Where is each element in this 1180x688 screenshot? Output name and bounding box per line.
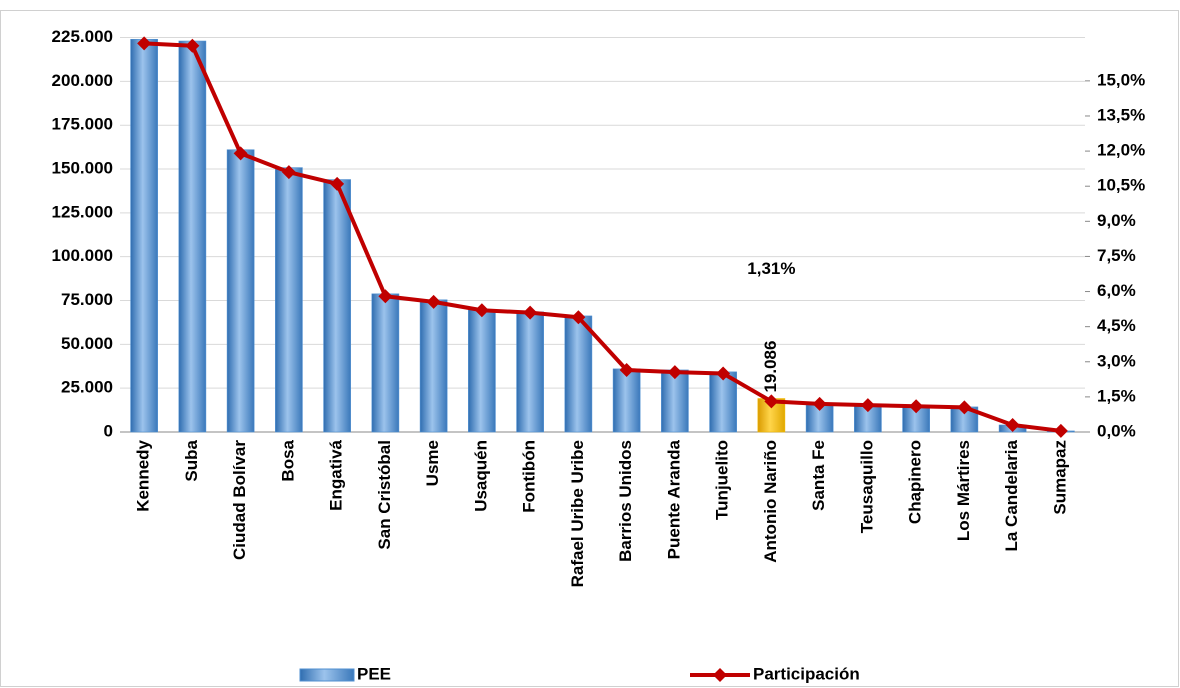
bar [371, 293, 400, 433]
line-marker [812, 396, 827, 411]
bar [612, 368, 641, 433]
y2-tick-label: 13,5% [1097, 105, 1145, 124]
line-marker [667, 365, 682, 380]
x-tick-label: Usaquén [471, 440, 490, 512]
line-marker [426, 294, 441, 309]
line-marker [330, 176, 345, 191]
line-value-label: 1,31% [747, 259, 795, 278]
line-marker [716, 366, 731, 381]
bar [468, 309, 496, 433]
legend-marker [713, 668, 727, 682]
line-marker [523, 305, 538, 320]
x-tick-label: Suba [182, 439, 201, 481]
bar [226, 149, 255, 433]
bar [564, 315, 593, 433]
line-marker [185, 38, 200, 53]
bar [275, 167, 303, 433]
y2-tick-label: 4,5% [1097, 316, 1136, 335]
line-marker [1053, 423, 1068, 438]
y-tick-label: 100.000 [52, 246, 113, 265]
x-tick-label: Barrios Unidos [616, 440, 635, 562]
line-marker [957, 400, 972, 415]
line [144, 41, 1062, 433]
legend-label: Participación [753, 664, 860, 683]
x-tick-label: San Cristóbal [375, 440, 394, 550]
y-tick-label: 200.000 [52, 71, 113, 90]
x-tick-label: Usme [423, 440, 442, 486]
y-tick-label: 125.000 [52, 202, 113, 221]
y2-tick-label: 6,0% [1097, 281, 1136, 300]
x-tick-label: Santa Fe [809, 440, 828, 511]
y2-tick-label: 15,0% [1097, 70, 1145, 89]
line-marker [474, 303, 489, 318]
bar [130, 38, 158, 433]
line-marker [1005, 417, 1020, 432]
bar [661, 369, 689, 433]
y2-tick-label: 0,0% [1097, 421, 1136, 440]
line-marker [233, 146, 248, 161]
bar [516, 311, 544, 433]
y2-tick-label: 1,5% [1097, 386, 1136, 405]
bar-value-label: 19.086 [761, 341, 780, 393]
line-marker [619, 362, 634, 377]
y2-tick-label: 9,0% [1097, 211, 1136, 230]
line-marker [571, 310, 586, 325]
x-tick-label: Chapinero [906, 440, 925, 524]
y-tick-label: 50.000 [61, 334, 113, 353]
line-marker [281, 165, 296, 180]
y2-tick-label: 3,0% [1097, 351, 1136, 370]
x-tick-label: Antonio Nariño [761, 440, 780, 563]
x-tick-label: Los Mártires [954, 440, 973, 541]
y-tick-label: 25.000 [61, 378, 113, 397]
line-marker [137, 36, 152, 51]
x-tick-label: Fontibón [520, 440, 539, 513]
x-tick-label: Teusaquillo [857, 440, 876, 533]
line-marker [909, 399, 924, 414]
y2-tick-label: 12,0% [1097, 141, 1145, 160]
legend-swatch [299, 668, 355, 682]
line-marker [860, 398, 875, 413]
bar [709, 371, 737, 433]
x-tick-label: Engativá [327, 439, 346, 510]
legend-label: PEE [357, 664, 391, 683]
y-tick-label: 0 [104, 421, 113, 440]
y2-tick-label: 10,5% [1097, 176, 1145, 195]
x-tick-label: Sumapaz [1050, 440, 1069, 515]
x-tick-label: Rafael Uribe Uribe [568, 440, 587, 587]
line-marker [764, 394, 779, 409]
y2-tick-label: 7,5% [1097, 246, 1136, 265]
bar [178, 40, 207, 433]
x-tick-label: Puente Aranda [664, 439, 683, 559]
y-tick-label: 175.000 [52, 115, 113, 134]
x-tick-label: Tunjuelito [713, 440, 732, 520]
bar [323, 179, 351, 433]
y-tick-label: 75.000 [61, 290, 113, 309]
bar [419, 299, 448, 433]
y-tick-label: 225.000 [52, 27, 113, 46]
x-tick-label: La Candelaria [1002, 439, 1021, 551]
x-tick-label: Kennedy [134, 439, 153, 511]
y-tick-label: 150.000 [52, 159, 113, 178]
line-marker [378, 289, 393, 304]
x-tick-label: Bosa [278, 439, 297, 481]
x-tick-label: Ciudad Bolívar [230, 440, 249, 560]
